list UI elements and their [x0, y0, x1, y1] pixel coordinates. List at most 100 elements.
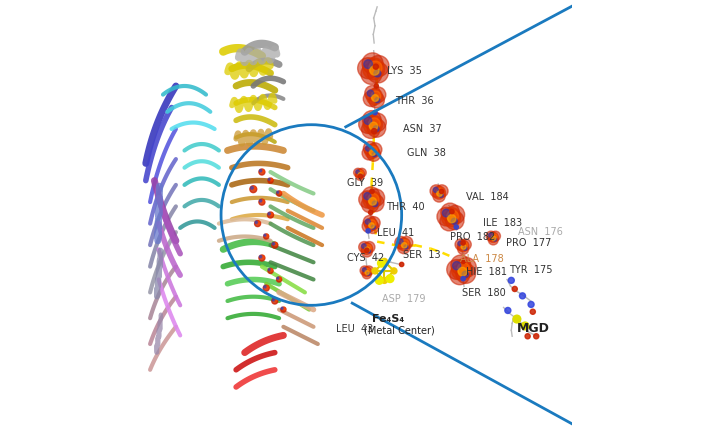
Circle shape: [372, 201, 378, 207]
Text: PRO  177: PRO 177: [506, 238, 552, 248]
Circle shape: [488, 235, 498, 245]
Circle shape: [374, 98, 380, 103]
Circle shape: [404, 245, 408, 249]
Text: THR  40: THR 40: [386, 202, 424, 212]
Circle shape: [370, 87, 386, 102]
Circle shape: [456, 258, 476, 277]
Text: ILE  183: ILE 183: [483, 218, 523, 228]
Circle shape: [505, 307, 511, 313]
Circle shape: [364, 242, 375, 253]
Circle shape: [356, 172, 364, 180]
Circle shape: [458, 241, 463, 246]
Circle shape: [381, 277, 387, 283]
Circle shape: [272, 242, 278, 248]
Circle shape: [461, 259, 466, 264]
Circle shape: [367, 62, 389, 83]
Circle shape: [367, 119, 386, 137]
Circle shape: [272, 298, 275, 301]
Text: TYR  175: TYR 175: [509, 265, 553, 275]
Circle shape: [368, 217, 380, 229]
Circle shape: [376, 276, 383, 284]
Circle shape: [366, 229, 370, 233]
Circle shape: [362, 187, 380, 204]
Circle shape: [451, 255, 471, 275]
Circle shape: [462, 271, 468, 278]
Text: SER  13: SER 13: [403, 249, 441, 260]
Circle shape: [257, 221, 260, 224]
Circle shape: [281, 307, 283, 309]
Circle shape: [363, 191, 381, 209]
Circle shape: [360, 266, 369, 275]
Circle shape: [358, 168, 366, 177]
Circle shape: [369, 92, 384, 108]
Text: LEU  41: LEU 41: [377, 228, 414, 238]
Circle shape: [461, 242, 468, 249]
Circle shape: [270, 212, 273, 215]
Circle shape: [270, 269, 272, 271]
Circle shape: [450, 209, 454, 214]
Circle shape: [364, 193, 371, 200]
Circle shape: [437, 191, 442, 197]
Circle shape: [361, 243, 373, 255]
Circle shape: [486, 231, 496, 241]
Circle shape: [358, 171, 364, 176]
Circle shape: [260, 169, 262, 172]
Circle shape: [362, 111, 381, 129]
Circle shape: [439, 189, 443, 194]
Circle shape: [354, 168, 362, 177]
Circle shape: [374, 70, 381, 77]
Circle shape: [442, 209, 450, 217]
Circle shape: [265, 286, 269, 289]
Circle shape: [359, 242, 370, 253]
Circle shape: [364, 117, 371, 124]
Circle shape: [401, 240, 409, 247]
Circle shape: [397, 238, 410, 251]
Circle shape: [366, 89, 383, 105]
Circle shape: [512, 286, 518, 292]
Circle shape: [395, 237, 407, 249]
Circle shape: [460, 239, 471, 250]
Circle shape: [367, 249, 371, 253]
Text: LYS  35: LYS 35: [387, 66, 422, 76]
Circle shape: [365, 86, 380, 101]
Circle shape: [259, 169, 265, 175]
Circle shape: [261, 255, 265, 258]
Text: GLY  39: GLY 39: [347, 178, 383, 188]
Circle shape: [458, 267, 467, 276]
Circle shape: [369, 118, 380, 129]
Circle shape: [367, 147, 381, 161]
Text: LEU  43: LEU 43: [336, 324, 373, 334]
Circle shape: [373, 126, 379, 132]
Circle shape: [267, 212, 274, 218]
Circle shape: [528, 301, 534, 307]
Circle shape: [361, 196, 379, 213]
Circle shape: [366, 221, 379, 233]
Circle shape: [365, 270, 369, 275]
Circle shape: [364, 215, 376, 228]
Circle shape: [364, 60, 372, 68]
Circle shape: [263, 285, 270, 291]
Circle shape: [463, 246, 467, 250]
Circle shape: [391, 268, 397, 274]
Circle shape: [255, 221, 261, 227]
Circle shape: [363, 58, 385, 80]
Circle shape: [369, 143, 382, 157]
Circle shape: [461, 276, 466, 281]
Circle shape: [401, 243, 407, 248]
Circle shape: [367, 90, 374, 97]
Circle shape: [368, 55, 389, 77]
Circle shape: [279, 277, 281, 280]
Text: ASN  37: ASN 37: [403, 124, 441, 134]
Text: SER  180: SER 180: [462, 288, 506, 298]
Circle shape: [362, 270, 371, 279]
Circle shape: [366, 145, 371, 151]
Circle shape: [359, 115, 377, 133]
Circle shape: [369, 220, 376, 227]
Circle shape: [266, 234, 268, 237]
Text: PRO  182: PRO 182: [450, 232, 496, 243]
Circle shape: [366, 194, 384, 212]
Circle shape: [370, 189, 374, 194]
Circle shape: [440, 212, 458, 231]
Circle shape: [447, 210, 458, 222]
Circle shape: [461, 244, 466, 249]
